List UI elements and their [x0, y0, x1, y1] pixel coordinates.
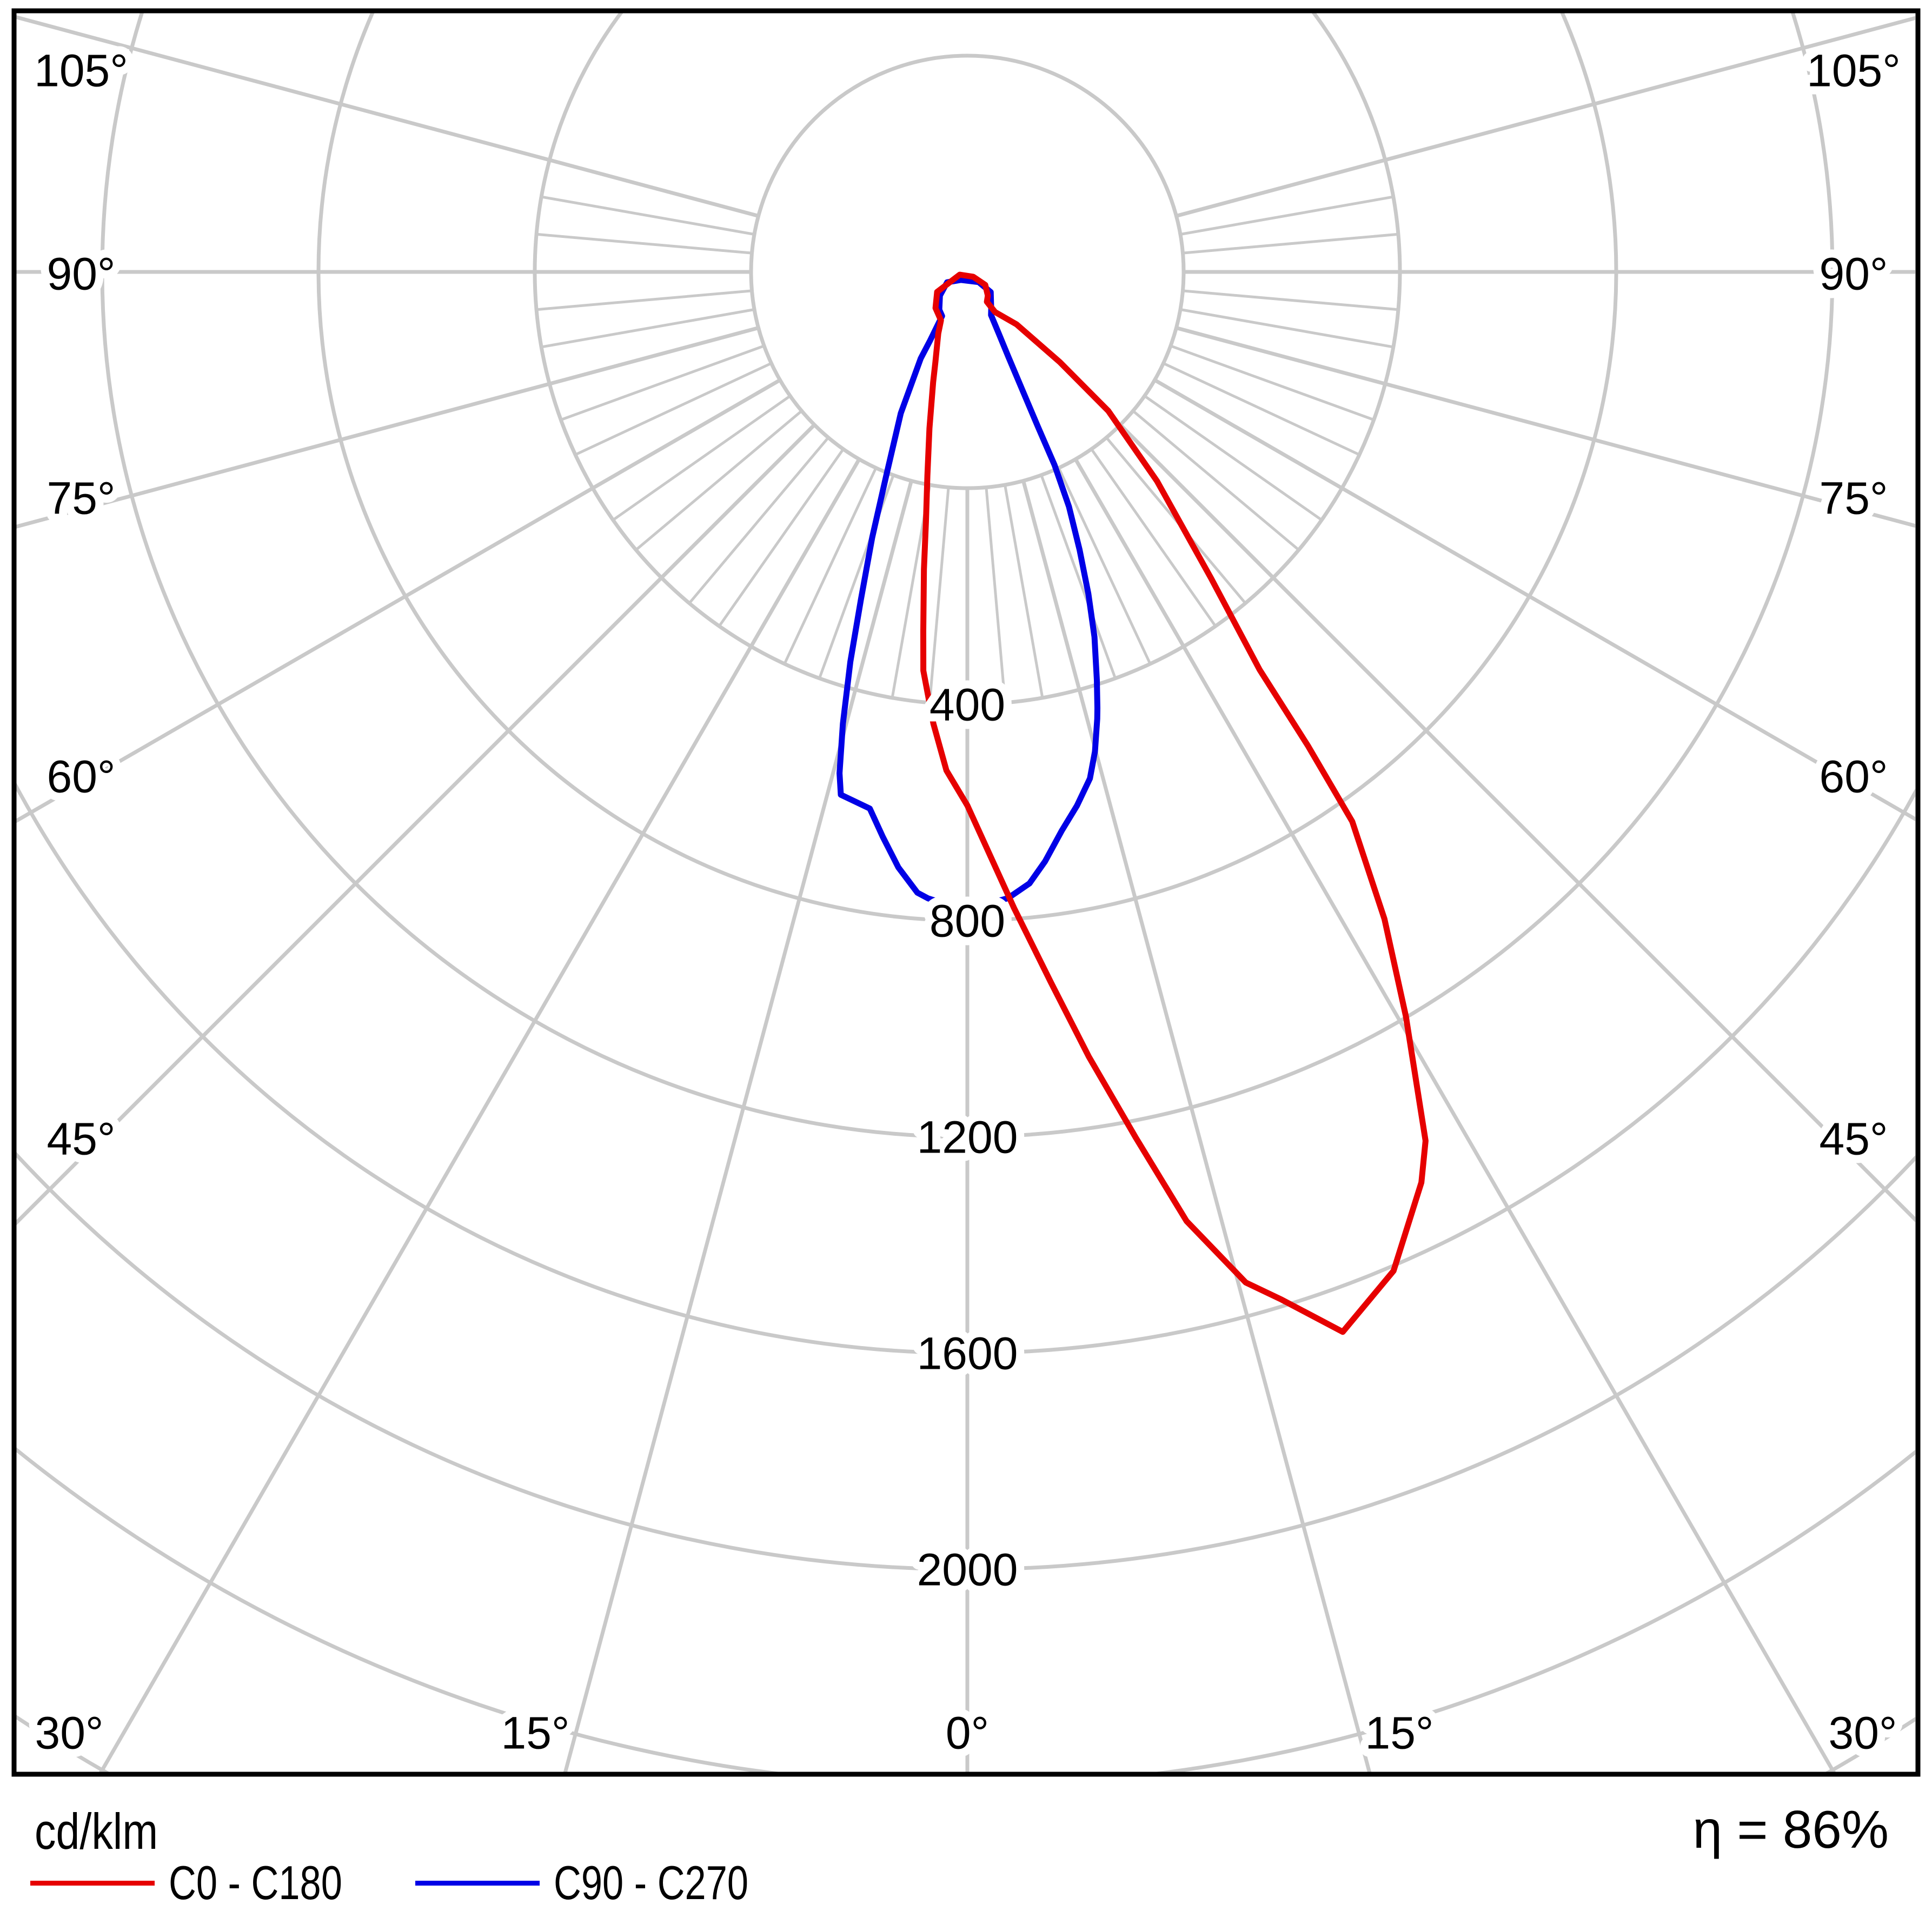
gamma-label-right: 105°	[1807, 45, 1901, 96]
gamma-label-left: 90°	[47, 248, 115, 299]
radial-tick-labels: 400 800 1200 1600 2000	[909, 671, 1026, 1603]
efficiency-value: η = 86%	[1692, 1800, 1889, 1859]
grid-spoke-minor	[1144, 395, 1323, 521]
grid-spoke-minor	[1180, 195, 1394, 236]
legend: C0 - C180 C90 - C270	[0, 1853, 1932, 1918]
grid-spoke-major	[1153, 378, 1915, 822]
grid-spoke-minor	[688, 436, 829, 604]
grid-spoke-minor	[1004, 484, 1044, 698]
grid-spoke-minor	[928, 487, 950, 703]
grid-spoke-major	[1119, 423, 1915, 1222]
gamma-label-bottom: 30°	[1828, 1707, 1897, 1758]
grid-spoke-minor	[1163, 362, 1360, 456]
grid-spoke-major	[16, 15, 759, 218]
grid-spoke-major	[1021, 480, 1372, 1774]
radial-tick-label: 1200	[917, 1111, 1018, 1162]
legend-line-c0-c180	[30, 1880, 155, 1886]
grid-spoke-minor	[985, 487, 1007, 703]
grid-spoke-minor	[635, 410, 803, 551]
gamma-label-right: 60°	[1819, 751, 1888, 802]
gamma-label-right: 45°	[1819, 1113, 1888, 1164]
grid-spoke-minor	[1132, 410, 1300, 551]
gamma-label-bottom: 15°	[1365, 1707, 1433, 1758]
grid-spoke-major	[97, 458, 861, 1774]
gamma-label-left: 60°	[47, 751, 115, 802]
radial-tick-label: 2000	[917, 1544, 1018, 1595]
grid-spoke-minor	[1090, 448, 1217, 627]
gamma-label-right: 90°	[1819, 248, 1888, 299]
gamma-label-left: 105°	[34, 45, 128, 96]
gamma-label-bottom: 30°	[35, 1707, 103, 1758]
grid-spoke-minor	[1057, 467, 1152, 665]
grid-spoke-minor	[1183, 232, 1399, 255]
legend-label-c90-c270: C90 - C270	[554, 1856, 749, 1909]
gamma-label-bottom: 15°	[501, 1707, 569, 1758]
grid-spoke-minor	[536, 232, 752, 255]
grid-spoke-minor	[1170, 344, 1375, 421]
grid-spoke-major	[1073, 458, 1837, 1774]
grid-spoke-minor	[1180, 308, 1394, 349]
gamma-label-left: 45°	[47, 1113, 115, 1164]
grid-spoke-major	[1176, 326, 1915, 528]
grid-spoke-major	[16, 423, 816, 1226]
grid-spoke-major	[16, 326, 759, 529]
grid-spoke-major	[16, 378, 781, 823]
ldc-curves	[836, 271, 1429, 1335]
curve-c90-c270	[836, 277, 1100, 911]
legend-line-c90-c270	[415, 1880, 540, 1886]
gamma-label-bottom: 0°	[946, 1707, 989, 1758]
gamma-label-left: 75°	[47, 472, 115, 523]
grid-spoke-minor	[541, 195, 755, 236]
curve-c0-c180	[920, 271, 1429, 1335]
grid-spoke-minor	[560, 344, 765, 421]
grid-spoke-minor	[783, 467, 878, 665]
grid-spoke-minor	[1183, 289, 1399, 311]
units-label: cd/klm	[35, 1803, 158, 1860]
grid-spoke-minor	[718, 448, 845, 627]
legend-item-c0-c180: C0 - C180	[30, 1853, 386, 1913]
radial-tick-label: 800	[930, 895, 1005, 946]
grid-spoke-major	[1176, 16, 1915, 218]
plot-border	[11, 8, 1921, 1777]
grid-spoke-minor	[574, 362, 772, 456]
legend-label-c0-c180: C0 - C180	[169, 1856, 342, 1909]
grid-spoke-minor	[612, 395, 791, 521]
radial-tick-label: 1600	[917, 1328, 1018, 1379]
gamma-angle-labels: 105° 90° 75° 60° 45° 105° 90° 75° 60° 45° 30° 15° 0°…	[26, 37, 1909, 1766]
grid-spoke-minor	[1040, 475, 1117, 679]
gamma-label-right: 75°	[1819, 472, 1888, 523]
grid-spoke-minor	[541, 308, 755, 349]
radial-tick-label: 400	[930, 679, 1005, 730]
legend-item-c90-c270: C90 - C270	[415, 1853, 797, 1913]
grid-spoke-major	[562, 480, 913, 1774]
grid-spoke-minor	[536, 289, 752, 311]
